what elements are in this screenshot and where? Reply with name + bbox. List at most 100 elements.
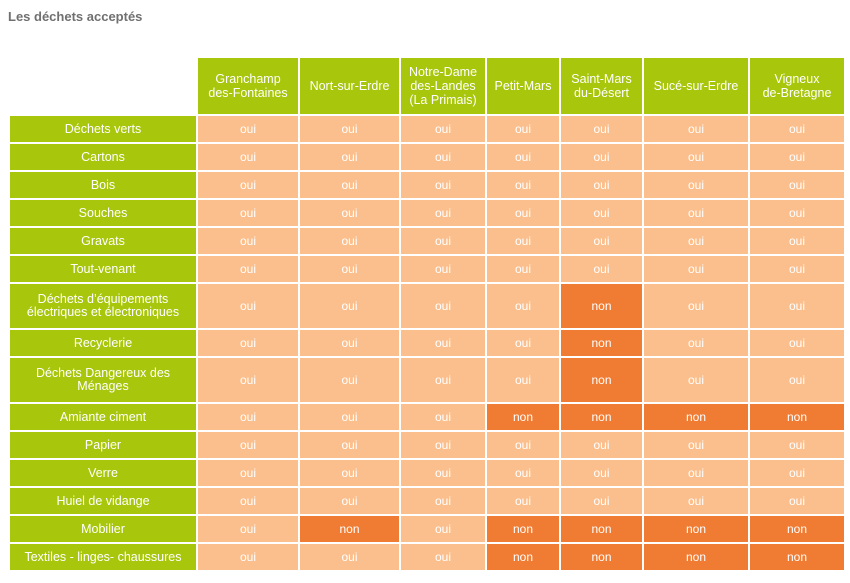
value-cell: oui: [644, 330, 748, 356]
value-cell: non: [644, 516, 748, 542]
table-row: Bois oui oui oui oui oui oui oui: [10, 172, 844, 198]
value-cell: oui: [401, 116, 485, 142]
value-cell: oui: [750, 228, 844, 254]
table-row: Papier oui oui oui oui oui oui oui: [10, 432, 844, 458]
value-cell: non: [644, 404, 748, 430]
value-cell: oui: [487, 228, 559, 254]
table-row: Déchets Dangereux des Ménages oui oui oui oui…: [10, 358, 844, 402]
value-cell: non: [750, 516, 844, 542]
value-cell: oui: [198, 516, 298, 542]
value-cell: non: [561, 404, 642, 430]
value-cell: oui: [750, 172, 844, 198]
value-cell: non: [561, 516, 642, 542]
column-header-line: Petit-Mars: [494, 79, 552, 93]
row-label-line: Déchets verts: [64, 121, 142, 136]
value-cell: oui: [300, 544, 399, 570]
row-label-line: Verre: [88, 465, 118, 480]
value-cell: oui: [750, 330, 844, 356]
value-cell: oui: [487, 358, 559, 402]
value-cell: oui: [750, 116, 844, 142]
value-cell: non: [487, 516, 559, 542]
row-label: Souches: [10, 200, 196, 226]
value-cell: oui: [401, 488, 485, 514]
column-header-line: Vigneux: [774, 72, 820, 86]
value-cell: non: [561, 358, 642, 402]
table-row: Cartons oui oui oui oui oui oui oui: [10, 144, 844, 170]
row-label-line: Bois: [90, 177, 116, 192]
corner-cell: [10, 58, 196, 114]
value-cell: oui: [487, 200, 559, 226]
row-label-line: Cartons: [81, 149, 125, 164]
value-cell: oui: [561, 172, 642, 198]
row-label: Déchets Dangereux des Ménages: [10, 358, 196, 402]
row-label-line: Recyclerie: [73, 335, 133, 350]
value-cell: non: [487, 544, 559, 570]
value-cell: oui: [750, 432, 844, 458]
value-cell: oui: [401, 358, 485, 402]
value-cell: oui: [644, 172, 748, 198]
row-label: Déchets verts: [10, 116, 196, 142]
value-cell: oui: [300, 330, 399, 356]
row-label: Cartons: [10, 144, 196, 170]
column-header-line: Granchamp: [215, 72, 281, 86]
value-cell: oui: [401, 284, 485, 328]
value-cell: oui: [644, 116, 748, 142]
row-label: Recyclerie: [10, 330, 196, 356]
column-header-line: Nort-sur-Erdre: [309, 79, 390, 93]
value-cell: oui: [561, 256, 642, 282]
value-cell: oui: [487, 172, 559, 198]
column-header-line: des-Fontaines: [208, 86, 288, 100]
value-cell: non: [750, 404, 844, 430]
value-cell: oui: [561, 200, 642, 226]
table-row: Amiante ciment oui oui oui non non non non: [10, 404, 844, 430]
value-cell: non: [644, 544, 748, 570]
row-label-line: Déchets d’équipements: [37, 292, 169, 306]
row-label: Déchets d’équipements électriques et élec…: [10, 284, 196, 328]
table-row: Gravats oui oui oui oui oui oui oui: [10, 228, 844, 254]
value-cell: oui: [644, 358, 748, 402]
table-row: Recyclerie oui oui oui oui non oui oui: [10, 330, 844, 356]
row-label: Papier: [10, 432, 196, 458]
value-cell: oui: [401, 144, 485, 170]
value-cell: oui: [198, 330, 298, 356]
value-cell: oui: [750, 200, 844, 226]
value-cell: oui: [644, 256, 748, 282]
column-header-line: (La Primais): [409, 93, 477, 107]
value-cell: oui: [644, 144, 748, 170]
value-cell: oui: [561, 144, 642, 170]
column-header: Sucé-sur-Erdre: [644, 58, 748, 114]
value-cell: oui: [487, 116, 559, 142]
table-body: Déchets verts oui oui oui oui oui oui oui Carton…: [10, 116, 844, 570]
value-cell: oui: [487, 284, 559, 328]
value-cell: oui: [401, 228, 485, 254]
value-cell: oui: [198, 284, 298, 328]
value-cell: oui: [750, 144, 844, 170]
row-label-line: Déchets Dangereux des: [35, 366, 171, 380]
value-cell: oui: [198, 172, 298, 198]
value-cell: oui: [750, 256, 844, 282]
value-cell: non: [561, 330, 642, 356]
table-row: Tout-venant oui oui oui oui oui oui oui: [10, 256, 844, 282]
column-header: Saint-Mars du-Désert: [561, 58, 642, 114]
value-cell: oui: [300, 116, 399, 142]
value-cell: oui: [401, 200, 485, 226]
row-label: Verre: [10, 460, 196, 486]
row-label: Mobilier: [10, 516, 196, 542]
row-label: Tout-venant: [10, 256, 196, 282]
value-cell: oui: [198, 488, 298, 514]
value-cell: oui: [644, 488, 748, 514]
value-cell: oui: [644, 200, 748, 226]
value-cell: non: [561, 544, 642, 570]
value-cell: oui: [300, 460, 399, 486]
value-cell: oui: [487, 488, 559, 514]
row-label-line: Ménages: [77, 379, 129, 393]
value-cell: oui: [487, 144, 559, 170]
value-cell: oui: [644, 460, 748, 486]
value-cell: oui: [401, 432, 485, 458]
value-cell: oui: [750, 488, 844, 514]
table-row: Mobilier oui non oui non non non non: [10, 516, 844, 542]
row-label-line: Gravats: [81, 233, 125, 248]
column-header: Granchamp des-Fontaines: [198, 58, 298, 114]
value-cell: oui: [561, 228, 642, 254]
value-cell: oui: [487, 432, 559, 458]
